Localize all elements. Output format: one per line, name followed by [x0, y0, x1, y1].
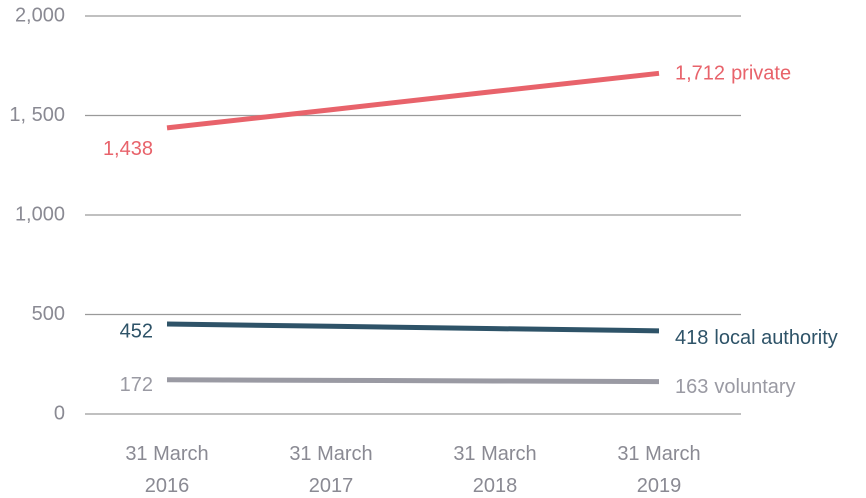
y-tick-label: 0 — [54, 402, 65, 424]
y-tick-label: 1,000 — [15, 203, 65, 225]
data-label: 1,438 — [103, 138, 153, 160]
line — [166, 377, 660, 385]
y-tick-label: 2,000 — [15, 4, 65, 26]
series-label: voluntary — [714, 376, 795, 398]
line — [166, 321, 660, 334]
data-label: 163 — [675, 376, 708, 398]
series-label: local authority — [714, 327, 837, 349]
y-tick-label: 500 — [32, 303, 65, 325]
x-tick-label: 31 March 2017 — [289, 443, 373, 497]
x-tick-label: 31 March 2019 — [617, 443, 701, 497]
data-label: 172 — [120, 374, 153, 396]
data-label: 418 — [675, 327, 708, 349]
y-tick-label: 1, 500 — [9, 104, 65, 126]
line — [166, 70, 660, 131]
x-tick-label: 31 March 2018 — [453, 443, 537, 497]
series-label: private — [731, 63, 791, 85]
x-tick-label: 31 March 2016 — [125, 443, 209, 497]
data-label: 452 — [120, 320, 153, 342]
data-label: 1,712 — [675, 63, 725, 85]
